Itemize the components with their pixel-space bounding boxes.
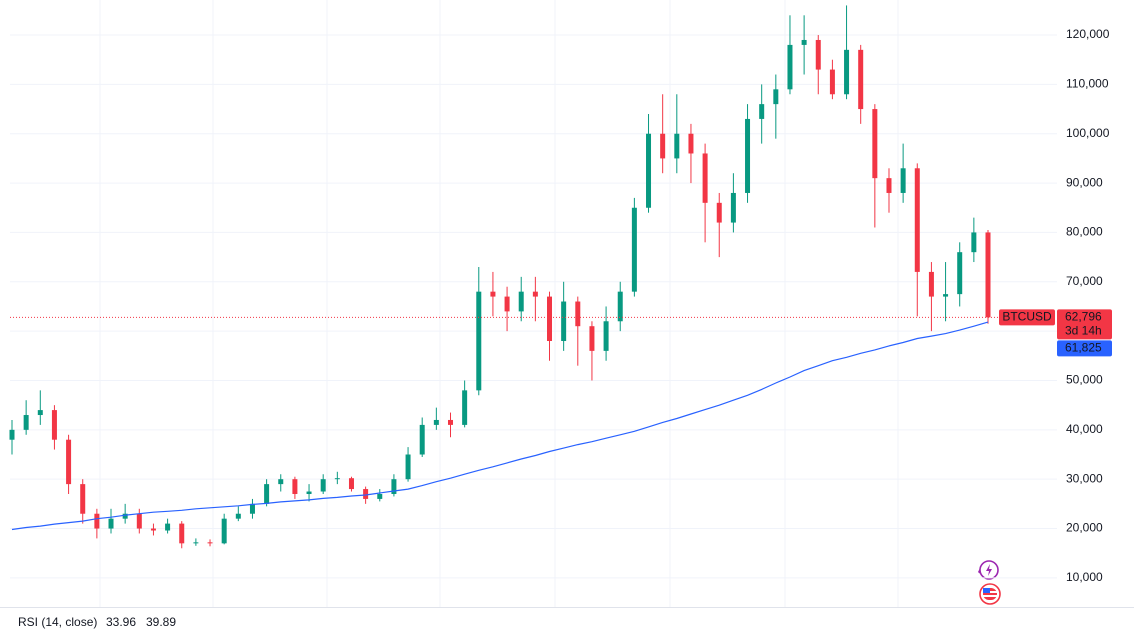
- y-tick-label: 90,000: [1066, 175, 1103, 189]
- candle-body: [943, 294, 949, 297]
- candle-body: [391, 479, 397, 494]
- candle-body: [928, 271, 934, 297]
- y-tick-label: 40,000: [1066, 422, 1103, 436]
- candle-body: [844, 49, 850, 95]
- candle-body: [702, 153, 708, 203]
- y-tick-label: 50,000: [1066, 373, 1103, 387]
- time-grid: [99, 0, 899, 607]
- ma-price-tag: [1057, 340, 1112, 357]
- y-tick-label: 80,000: [1066, 225, 1103, 239]
- candle-body: [815, 39, 821, 70]
- y-tick-label: 10,000: [1066, 570, 1103, 584]
- ai-icon[interactable]: [978, 560, 999, 580]
- y-tick-label: 70,000: [1066, 274, 1103, 288]
- candle-body: [433, 419, 439, 425]
- candle-body: [221, 518, 227, 544]
- candle-body: [292, 479, 298, 494]
- candle-body: [419, 424, 425, 455]
- candle-body: [900, 168, 906, 193]
- candle-body: [575, 301, 581, 327]
- candle-body: [518, 291, 524, 312]
- candle-body: [773, 89, 779, 105]
- indicator-value: 39.89: [146, 615, 176, 629]
- last-price-label: 62,796: [1065, 310, 1102, 324]
- candle-body: [603, 321, 609, 351]
- y-tick-label: 110,000: [1066, 77, 1109, 91]
- candle-body: [745, 118, 751, 193]
- candle-body: [561, 301, 567, 342]
- candle-body: [914, 168, 920, 272]
- last-price-tag: [1057, 309, 1112, 340]
- candle-body: [971, 232, 977, 253]
- candle-body: [532, 291, 538, 297]
- candle-body: [617, 291, 623, 322]
- candle-body: [306, 491, 312, 494]
- candle-body: [957, 252, 963, 295]
- candle-body: [363, 489, 369, 499]
- candle-body: [278, 479, 284, 485]
- candle-body: [334, 478, 340, 480]
- candle-body: [476, 291, 482, 391]
- candle-body: [462, 390, 468, 425]
- candle-body: [730, 192, 736, 223]
- candle-body: [136, 513, 142, 529]
- y-tick-label: 20,000: [1066, 521, 1103, 535]
- symbol-label: BTCUSD: [1002, 310, 1052, 324]
- candle-body: [37, 410, 43, 416]
- candle-body: [320, 479, 326, 492]
- candle-body: [759, 104, 765, 119]
- candle-body: [264, 484, 270, 504]
- candle-body: [150, 528, 156, 531]
- candle-body: [646, 133, 652, 208]
- candle-body: [631, 207, 637, 292]
- candle-body: [348, 478, 354, 490]
- candle-body: [179, 523, 185, 544]
- candle-body: [23, 415, 29, 430]
- y-tick-label: 30,000: [1066, 471, 1103, 485]
- candle-body: [9, 429, 15, 440]
- candle-body: [66, 439, 72, 485]
- indicator-title: RSI (14, close): [18, 615, 97, 629]
- flag-icon[interactable]: [979, 583, 1001, 605]
- candle-body: [165, 523, 171, 531]
- candle-body: [872, 109, 878, 179]
- candle-body: [787, 44, 793, 90]
- candle-body: [249, 503, 255, 514]
- candle-body: [447, 419, 453, 425]
- candle-body: [589, 326, 595, 351]
- candle-body: [829, 69, 835, 95]
- y-tick-label: 100,000: [1066, 126, 1110, 140]
- candle-body: [51, 410, 57, 440]
- candle-body: [985, 232, 991, 318]
- symbol-tag: [999, 309, 1055, 326]
- candle-body: [108, 518, 114, 529]
- moving-average: [11, 321, 989, 531]
- candle-body: [660, 133, 666, 159]
- candle-body: [377, 493, 383, 499]
- candle-body: [490, 291, 496, 297]
- candle-body: [405, 454, 411, 480]
- candle-body: [547, 296, 553, 342]
- candle-body: [801, 39, 807, 45]
- candle-body: [886, 178, 892, 193]
- candle-body: [504, 296, 510, 312]
- ma-price-label: 61,825: [1065, 341, 1102, 355]
- countdown-label: 3d 14h: [1065, 324, 1102, 338]
- candle-body: [716, 202, 722, 223]
- candle-body: [674, 133, 680, 159]
- indicator-value: 33.96: [106, 615, 136, 629]
- candle-body: [688, 133, 694, 154]
- candle-body: [193, 542, 199, 544]
- candle-body: [207, 542, 213, 544]
- candle-body: [122, 513, 128, 519]
- candle-body: [94, 513, 100, 529]
- candle-body: [80, 484, 86, 514]
- candle-body: [235, 513, 241, 519]
- y-tick-label: 120,000: [1066, 27, 1110, 41]
- candle-body: [858, 49, 864, 110]
